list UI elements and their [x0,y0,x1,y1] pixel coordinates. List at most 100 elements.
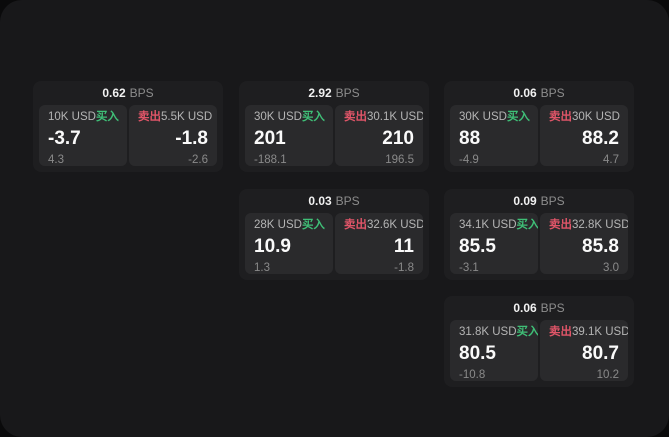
quote-tiles: 30K USD 买入 201 -188.1 卖出 30.1K USD 210 1… [245,105,423,166]
quote-card: 2.92 BPS 30K USD 买入 201 -188.1 卖出 30.1K … [239,81,429,172]
bps-value: 0.09 [513,194,537,208]
bps-unit-label: BPS [540,194,565,208]
buy-delta: 4.3 [48,153,64,166]
sell-tile-header: 卖出 30K USD [549,111,620,124]
buy-tile[interactable]: 28K USD 买入 10.9 1.3 [245,213,333,274]
sell-side-label: 卖出 [549,111,572,123]
sell-side-label: 卖出 [344,219,367,231]
sell-side-label: 卖出 [549,326,572,338]
sell-tile[interactable]: 卖出 32.6K USD 11 -1.8 [335,213,423,274]
buy-side-label: 买入 [301,111,325,123]
buy-tile-header: 31.8K USD 买入 [459,326,538,339]
buy-tile[interactable]: 30K USD 买入 201 -188.1 [245,105,333,166]
bps-value: 0.06 [513,301,537,315]
buy-tile-header: 30K USD 买入 [254,111,325,124]
bps-value: 0.06 [513,86,537,100]
quote-card: 0.09 BPS 34.1K USD 买入 85.5 -3.1 卖出 32.8K… [444,189,634,280]
sell-tile-header: 卖出 32.6K USD [344,219,423,232]
buy-side-label: 买入 [95,111,119,123]
sell-side-label: 卖出 [138,111,161,123]
buy-price: 85.5 [459,235,496,257]
sell-price: 11 [393,235,414,257]
buy-price: -3.7 [48,127,81,149]
sell-tile[interactable]: 卖出 30.1K USD 210 196.5 [335,105,423,166]
bps-header: 0.06 BPS [450,81,628,105]
buy-tile-header: 34.1K USD 买入 [459,219,538,232]
sell-tile[interactable]: 卖出 30K USD 88.2 4.7 [540,105,628,166]
sell-tile-header: 卖出 32.8K USD [549,219,628,232]
quote-card: 0.06 BPS 30K USD 买入 88 -4.9 卖出 30K USD 8… [444,81,634,172]
buy-tile[interactable]: 31.8K USD 买入 80.5 -10.8 [450,320,538,381]
buy-tile-header: 30K USD 买入 [459,111,530,124]
bps-header: 0.62 BPS [39,81,217,105]
sell-tile[interactable]: 卖出 5.5K USD -1.8 -2.6 [129,105,217,166]
buy-tile-header: 10K USD 买入 [48,111,119,124]
bps-header: 0.03 BPS [245,189,423,213]
buy-delta: -4.9 [459,153,479,166]
bps-unit-label: BPS [335,194,360,208]
buy-amount: 10K USD [48,111,96,123]
buy-side-label: 买入 [506,111,530,123]
bps-header: 0.06 BPS [450,296,628,320]
sell-delta: 196.5 [385,153,414,166]
sell-amount: 39.1K USD [572,326,628,338]
buy-tile[interactable]: 34.1K USD 买入 85.5 -3.1 [450,213,538,274]
buy-side-label: 买入 [516,326,538,338]
sell-price: 80.7 [582,342,619,364]
buy-tile[interactable]: 30K USD 买入 88 -4.9 [450,105,538,166]
buy-amount: 31.8K USD [459,326,517,338]
sell-price: 210 [382,127,414,149]
buy-side-label: 买入 [301,219,325,231]
quote-tiles: 28K USD 买入 10.9 1.3 卖出 32.6K USD 11 -1.8 [245,213,423,274]
bps-value: 0.62 [102,86,126,100]
quote-card: 0.03 BPS 28K USD 买入 10.9 1.3 卖出 32.6K US… [239,189,429,280]
sell-delta: -2.6 [188,153,208,166]
sell-tile-header: 卖出 39.1K USD [549,326,628,339]
sell-amount: 32.6K USD [367,219,423,231]
sell-price: -1.8 [175,127,208,149]
quote-card: 0.62 BPS 10K USD 买入 -3.7 4.3 卖出 5.5K USD… [33,81,223,172]
sell-price: 88.2 [582,127,619,149]
buy-price: 201 [254,127,286,149]
sell-tile-header: 卖出 30.1K USD [344,111,423,124]
sell-side-label: 卖出 [344,111,367,123]
buy-tile[interactable]: 10K USD 买入 -3.7 4.3 [39,105,127,166]
quote-tiles: 34.1K USD 买入 85.5 -3.1 卖出 32.8K USD 85.8… [450,213,628,274]
sell-delta: -1.8 [394,261,414,274]
quote-tiles: 30K USD 买入 88 -4.9 卖出 30K USD 88.2 4.7 [450,105,628,166]
bps-header: 2.92 BPS [245,81,423,105]
bps-unit-label: BPS [540,86,565,100]
sell-tile[interactable]: 卖出 32.8K USD 85.8 3.0 [540,213,628,274]
buy-amount: 30K USD [254,111,302,123]
buy-amount: 34.1K USD [459,219,517,231]
sell-price: 85.8 [582,235,619,257]
bps-header: 0.09 BPS [450,189,628,213]
buy-price: 80.5 [459,342,496,364]
bps-unit-label: BPS [540,301,565,315]
sell-tile[interactable]: 卖出 39.1K USD 80.7 10.2 [540,320,628,381]
buy-amount: 28K USD [254,219,302,231]
bps-unit-label: BPS [129,86,154,100]
sell-tile-header: 卖出 5.5K USD [138,111,212,124]
sell-amount: 5.5K USD [161,111,213,123]
sell-delta: 10.2 [596,368,619,381]
sell-delta: 4.7 [603,153,619,166]
sell-side-label: 卖出 [549,219,572,231]
buy-price: 10.9 [254,235,291,257]
buy-delta: -188.1 [254,153,287,166]
buy-delta: 1.3 [254,261,270,274]
buy-amount: 30K USD [459,111,507,123]
sell-amount: 32.8K USD [572,219,628,231]
bps-value: 2.92 [308,86,332,100]
buy-side-label: 买入 [516,219,538,231]
sell-amount: 30.1K USD [367,111,423,123]
bps-value: 0.03 [308,194,332,208]
quote-tiles: 10K USD 买入 -3.7 4.3 卖出 5.5K USD -1.8 -2.… [39,105,217,166]
sell-amount: 30K USD [572,111,620,123]
quote-card: 0.06 BPS 31.8K USD 买入 80.5 -10.8 卖出 39.1… [444,296,634,387]
buy-tile-header: 28K USD 买入 [254,219,325,232]
sell-delta: 3.0 [603,261,619,274]
bps-unit-label: BPS [335,86,360,100]
buy-delta: -3.1 [459,261,479,274]
